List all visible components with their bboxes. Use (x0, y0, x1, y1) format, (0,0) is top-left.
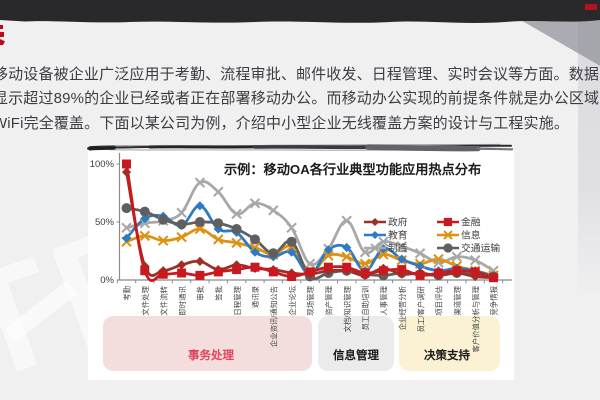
svg-text:竞争情报: 竞争情报 (490, 285, 499, 315)
svg-text:员工/客户调研: 员工/客户调研 (416, 285, 425, 332)
svg-text:项目评估: 项目评估 (435, 285, 444, 315)
svg-text:信息管理: 信息管理 (333, 348, 379, 362)
svg-text:签批: 签批 (214, 285, 223, 300)
svg-text:现场管理: 现场管理 (306, 285, 315, 315)
svg-text:渠道管理: 渠道管理 (453, 285, 462, 315)
svg-text:员工自助培训: 员工自助培训 (361, 286, 370, 330)
svg-text:教育: 教育 (388, 229, 408, 242)
svg-text:100%: 100% (90, 159, 115, 170)
svg-text:交通运输: 交通运输 (461, 242, 500, 255)
svg-text:企业资讯/通知公告: 企业资讯/通知公告 (270, 286, 279, 347)
svg-text:通讯录: 通讯录 (251, 285, 260, 308)
svg-text:0%: 0% (100, 275, 114, 286)
svg-text:50%: 50% (95, 217, 115, 228)
svg-text:文档/知识管理: 文档/知识管理 (343, 285, 352, 332)
svg-text:审批: 审批 (196, 285, 205, 300)
svg-text:信息: 信息 (461, 229, 481, 242)
svg-text:事务处理: 事务处理 (188, 348, 234, 362)
svg-text:客户价值分析与管理: 客户价值分析与管理 (471, 285, 480, 352)
svg-text:企业经营分析: 企业经营分析 (398, 285, 407, 330)
svg-text:文件处理: 文件处理 (141, 285, 150, 315)
svg-text:文件流转: 文件流转 (159, 285, 168, 315)
svg-text:示例：移动OA各行业典型功能应用热点分布: 示例：移动OA各行业典型功能应用热点分布 (224, 161, 481, 177)
svg-text:企业论坛: 企业论坛 (288, 285, 297, 315)
svg-text:金融: 金融 (461, 216, 481, 229)
svg-text:人事管理: 人事管理 (380, 285, 389, 315)
svg-text:即时通讯: 即时通讯 (178, 285, 187, 315)
svg-text:考勤: 考勤 (123, 286, 132, 301)
svg-text:决策支持: 决策支持 (424, 348, 470, 362)
svg-text:政府: 政府 (388, 216, 408, 229)
svg-text:资产管理: 资产管理 (325, 285, 334, 315)
svg-text:制造: 制造 (388, 242, 408, 255)
svg-text:日程管理: 日程管理 (233, 285, 242, 315)
